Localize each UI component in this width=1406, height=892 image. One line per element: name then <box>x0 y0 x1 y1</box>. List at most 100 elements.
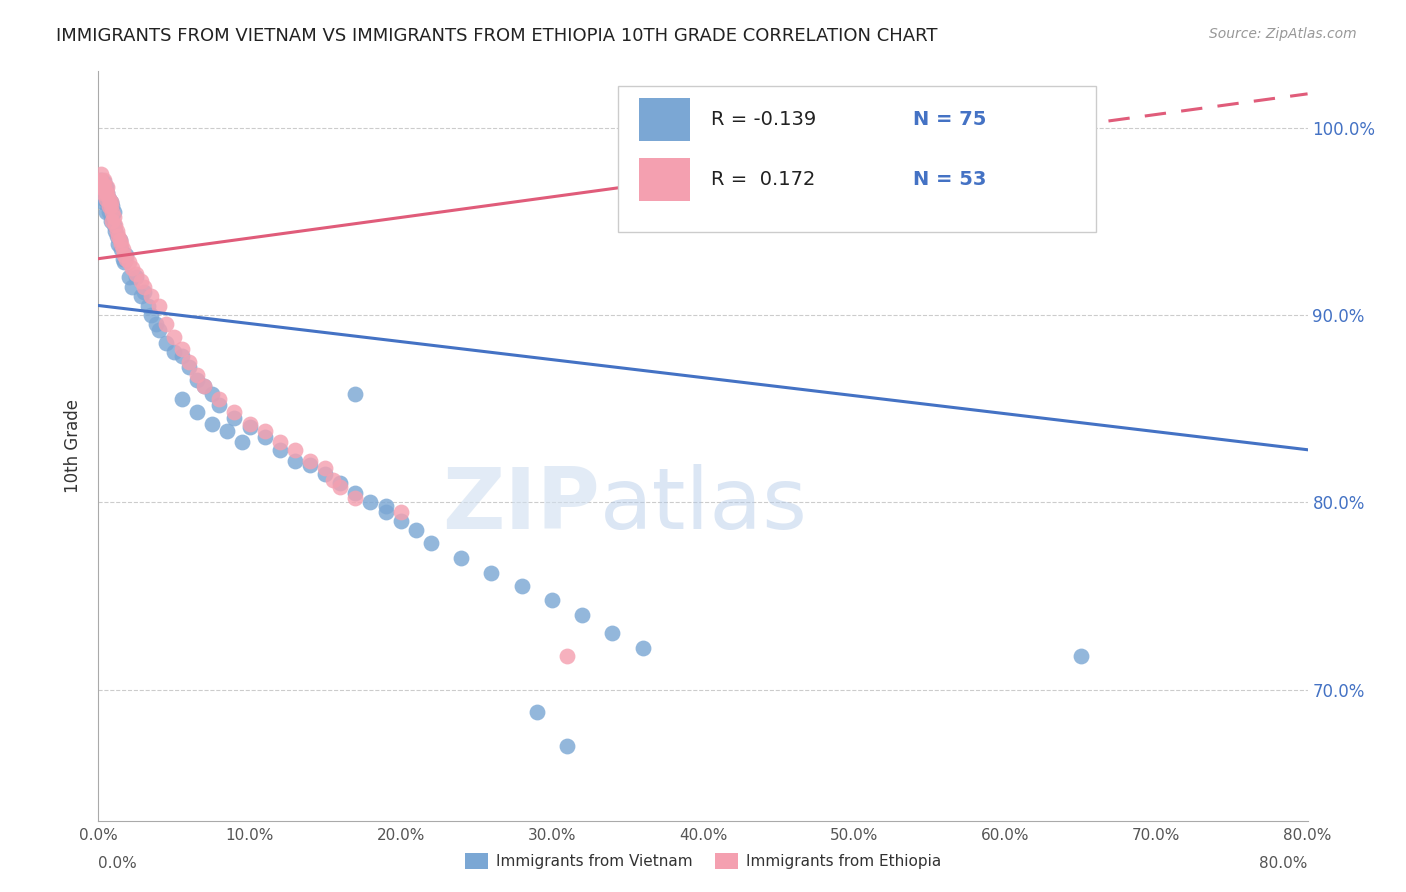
Text: R = -0.139: R = -0.139 <box>711 110 817 128</box>
Point <box>91 177 114 191</box>
Point <box>571 607 593 622</box>
Text: Source: ZipAtlas.com: Source: ZipAtlas.com <box>1209 27 1357 41</box>
Point <box>118 255 141 269</box>
Point <box>112 248 135 262</box>
Point <box>186 368 208 382</box>
Point <box>163 330 186 344</box>
Point <box>344 386 367 401</box>
Text: IMMIGRANTS FROM VIETNAM VS IMMIGRANTS FROM ETHIOPIA 10TH GRADE CORRELATION CHART: IMMIGRANTS FROM VIETNAM VS IMMIGRANTS FR… <box>56 27 938 45</box>
Point <box>193 379 215 393</box>
Point <box>155 318 177 332</box>
FancyBboxPatch shape <box>619 87 1097 233</box>
Point <box>208 398 231 412</box>
Point <box>141 308 163 322</box>
Point <box>101 205 124 219</box>
Point <box>239 420 262 434</box>
Point <box>107 229 129 244</box>
Text: atlas: atlas <box>600 465 808 548</box>
Point <box>94 186 117 201</box>
Point <box>91 195 114 210</box>
Point <box>96 180 118 194</box>
Point <box>101 199 124 213</box>
Point <box>224 405 246 419</box>
Point <box>89 173 111 187</box>
Point <box>360 495 382 509</box>
Point <box>105 229 128 244</box>
Point <box>179 355 201 369</box>
Point <box>481 566 503 581</box>
Point <box>98 192 121 206</box>
Point <box>329 480 352 494</box>
Point <box>284 442 307 457</box>
Point <box>103 211 125 225</box>
Point <box>101 211 124 225</box>
Point <box>555 739 578 753</box>
Point <box>110 236 132 251</box>
Point <box>269 442 291 457</box>
Point <box>389 514 412 528</box>
Point <box>170 349 193 363</box>
Point <box>420 536 443 550</box>
Point <box>148 323 170 337</box>
Point <box>93 175 115 189</box>
Point <box>125 267 148 281</box>
Point <box>284 454 307 468</box>
Point <box>93 173 115 187</box>
Point <box>90 180 112 194</box>
Point <box>389 505 412 519</box>
Point <box>405 524 427 538</box>
Point <box>299 454 322 468</box>
Point <box>129 289 152 303</box>
Point <box>100 195 122 210</box>
Point <box>94 192 117 206</box>
Point <box>96 186 118 201</box>
Point <box>91 186 114 201</box>
Point <box>90 168 112 182</box>
Point <box>101 214 124 228</box>
Point <box>100 195 122 210</box>
Point <box>344 486 367 500</box>
Point <box>374 499 396 513</box>
Text: R =  0.172: R = 0.172 <box>711 169 815 189</box>
Point <box>148 299 170 313</box>
Point <box>239 417 262 431</box>
Point <box>201 386 224 401</box>
Point <box>450 551 472 566</box>
Point <box>91 180 114 194</box>
Point <box>132 280 155 294</box>
Bar <box>638 158 690 201</box>
Point <box>105 224 128 238</box>
Point <box>112 255 135 269</box>
Point <box>93 192 115 206</box>
Point <box>125 270 148 285</box>
Point <box>103 205 125 219</box>
Point <box>186 405 208 419</box>
Point <box>314 461 336 475</box>
Point <box>374 505 396 519</box>
Point <box>631 641 654 656</box>
Point <box>114 252 136 266</box>
Point <box>253 424 276 438</box>
Point <box>90 173 112 187</box>
Point <box>510 580 533 594</box>
Point <box>322 473 344 487</box>
Point <box>179 360 201 375</box>
Legend: Immigrants from Vietnam, Immigrants from Ethiopia: Immigrants from Vietnam, Immigrants from… <box>458 847 948 875</box>
Point <box>114 248 136 262</box>
Point <box>129 274 152 288</box>
Point <box>215 424 238 438</box>
Text: N = 75: N = 75 <box>914 110 987 128</box>
Point <box>111 252 134 266</box>
Point <box>94 205 117 219</box>
Point <box>98 192 121 206</box>
Text: 0.0%: 0.0% <box>98 856 138 871</box>
Point <box>110 243 132 257</box>
Point <box>208 392 231 407</box>
Point <box>1054 120 1077 135</box>
Point <box>90 186 112 201</box>
Point <box>107 236 129 251</box>
Point <box>100 214 122 228</box>
Y-axis label: 10th Grade: 10th Grade <box>65 399 83 493</box>
Point <box>170 392 193 407</box>
Point <box>170 342 193 356</box>
